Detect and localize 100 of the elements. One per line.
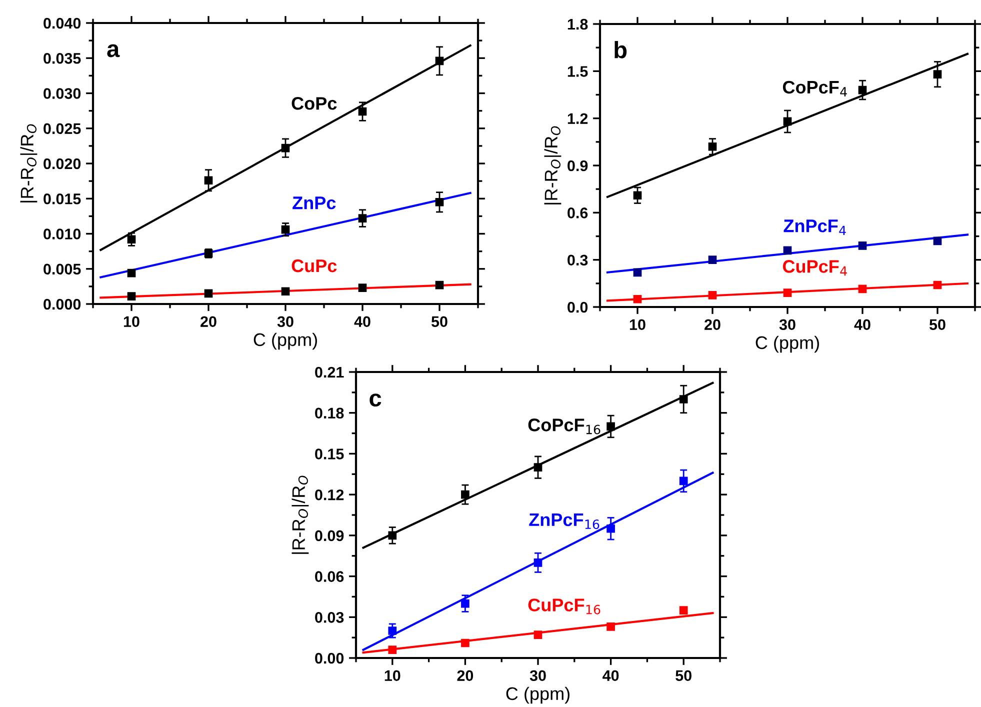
point: [858, 284, 867, 294]
point: [435, 198, 444, 206]
point: [204, 289, 213, 298]
point: [281, 225, 290, 234]
point: [388, 646, 397, 654]
point: [783, 288, 792, 298]
point: [783, 246, 792, 255]
x-axis-title: C (ppm): [506, 686, 570, 704]
series-label: ZnPc: [292, 196, 336, 210]
point: [858, 242, 867, 250]
x-tick-label: 20: [704, 319, 720, 330]
x-tick-label: 20: [457, 670, 474, 682]
y-tick-label: 0.00: [315, 652, 344, 664]
y-tick-label: 0.3: [568, 254, 588, 266]
x-axis-title: C (ppm): [756, 336, 819, 353]
x-tick-label: 10: [384, 670, 400, 682]
series-label: CuPc: [292, 259, 337, 272]
point: [606, 422, 615, 431]
text: b: [614, 40, 627, 58]
y-tick-label: 0.010: [44, 228, 81, 240]
series-label: CoPc: [292, 97, 337, 110]
y-tick-label: 0.03: [315, 612, 344, 623]
y-tick-label: 0.030: [44, 88, 81, 99]
series-label: CoPcF$_{16}$: [528, 418, 600, 434]
y-axis-title: |R-R$_{O}$|/R$_{O}$: [20, 124, 38, 202]
y-tick-label: 0.015: [44, 193, 81, 204]
y-tick-label: 0.18: [315, 408, 344, 419]
point: [127, 268, 136, 278]
x-tick-label: 20: [200, 316, 216, 328]
series-label: CuPcF$_{4}$: [782, 260, 847, 276]
point: [358, 107, 367, 116]
point: [708, 142, 717, 151]
point: [281, 144, 290, 152]
y-tick-label: 0.21: [315, 366, 344, 378]
x-tick-label: 30: [530, 670, 546, 682]
text: c: [370, 394, 382, 407]
series-label: CoPcF$_{4}$: [782, 80, 847, 96]
x-tick-label: 10: [630, 319, 646, 330]
x-tick-label: 50: [676, 670, 692, 682]
x-tick-label: 50: [929, 319, 946, 330]
point: [708, 256, 717, 264]
point: [783, 117, 792, 126]
point: [534, 463, 542, 472]
y-tick-label: 0.0: [568, 302, 588, 313]
y-tick-label: 0.005: [44, 264, 81, 275]
x-tick-label: 30: [779, 319, 796, 330]
point: [388, 626, 397, 635]
y-tick-label: 1.8: [568, 18, 588, 30]
point: [534, 630, 542, 640]
point: [127, 292, 136, 300]
point: [679, 606, 688, 614]
point: [204, 176, 213, 185]
x-tick-label: 10: [124, 316, 140, 328]
point: [461, 599, 470, 608]
point: [281, 287, 290, 296]
series-label: ZnPcF$_{4}$: [784, 220, 846, 236]
y-tick-label: 1.2: [568, 113, 588, 124]
y-tick-label: 0.12: [315, 489, 344, 500]
y-axis-title: |R-R$_{O}$|/R$_{O}$: [292, 476, 309, 554]
point: [461, 490, 470, 499]
y-axis-title: |R-R$_{O}$|/R$_{O}$: [544, 126, 562, 204]
x-tick-label: 40: [354, 316, 370, 328]
point: [358, 214, 367, 222]
point: [461, 638, 470, 648]
y-tick-label: 0.040: [44, 18, 81, 29]
point: [606, 622, 615, 631]
point: [388, 531, 397, 540]
x-tick-label: 40: [602, 670, 619, 682]
point: [534, 558, 542, 567]
y-tick-label: 0.09: [315, 530, 344, 542]
point: [858, 86, 867, 94]
y-tick-label: 0.025: [44, 123, 81, 134]
y-tick-label: 0.020: [44, 158, 81, 170]
point: [435, 56, 444, 66]
text: a: [107, 44, 120, 58]
y-tick-label: 0.9: [568, 160, 588, 172]
point: [933, 70, 942, 78]
x-tick-label: 50: [431, 316, 448, 328]
point: [358, 284, 367, 292]
point: [127, 235, 136, 244]
point: [708, 291, 717, 300]
point: [679, 476, 688, 486]
y-tick-label: 1.5: [568, 66, 588, 77]
point: [633, 191, 642, 200]
series-label: CuPcF$_{16}$: [528, 598, 600, 614]
x-tick-label: 30: [277, 316, 294, 328]
point: [933, 236, 942, 246]
point: [933, 280, 942, 290]
y-tick-label: 0.035: [44, 52, 81, 64]
x-tick-label: 40: [854, 319, 870, 330]
point: [679, 395, 688, 404]
y-tick-label: 0.06: [315, 571, 344, 582]
point: [606, 524, 615, 533]
y-tick-label: 0.15: [315, 448, 344, 460]
series-label: ZnPcF$_{16}$: [529, 514, 600, 530]
x-axis-title: C (ppm): [254, 332, 317, 350]
point: [633, 268, 642, 277]
point: [633, 294, 642, 304]
point: [435, 280, 444, 290]
y-tick-label: 0.000: [44, 298, 81, 310]
